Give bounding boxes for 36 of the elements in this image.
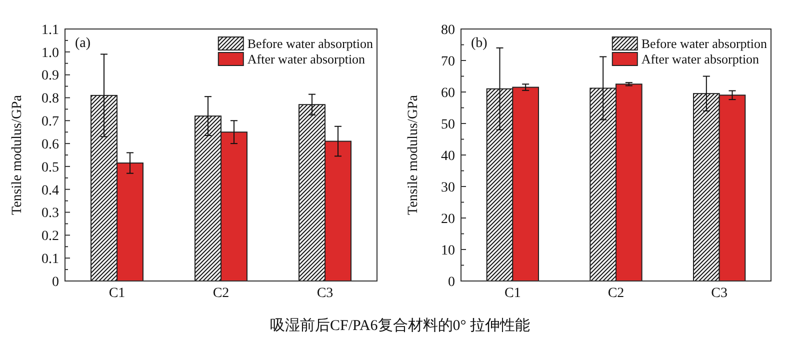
y-tick-label: 0.8 <box>42 92 59 107</box>
y-tick-label: 40 <box>441 148 455 164</box>
x-tick-label: C2 <box>608 286 624 301</box>
y-axis-title: Tensile modulus/GPa <box>10 94 25 215</box>
y-tick-label: 1.0 <box>42 46 59 61</box>
y-tick-label: 0.2 <box>42 229 59 244</box>
y-axis-title: Tensile modulus/GPa <box>406 94 421 215</box>
x-tick-label: C3 <box>711 286 728 301</box>
y-tick-label: 0.4 <box>42 183 59 198</box>
legend-label: After water absorption <box>641 52 760 67</box>
y-tick-label: 0.7 <box>42 114 59 130</box>
y-tick-label: 0.9 <box>42 68 59 84</box>
y-tick-label: 30 <box>441 180 455 196</box>
y-tick-label: 0 <box>448 274 455 290</box>
annotation: (a) <box>75 36 91 51</box>
legend-label: After water absorption <box>247 52 366 67</box>
y-tick-label: 1.1 <box>42 22 59 38</box>
y-tick-label: 60 <box>441 86 455 101</box>
text: 吸湿前后CF/PA6复合材料的0° 拉伸性能 <box>270 317 530 334</box>
legend-label: Before water absorption <box>247 36 374 52</box>
x-tick-label: C1 <box>504 286 521 301</box>
y-tick-label: 0 <box>52 274 59 290</box>
x-tick-label: C3 <box>316 286 334 301</box>
y-tick-label: 50 <box>441 117 455 132</box>
x-tick-label: C2 <box>212 286 230 301</box>
y-tick-label: 0.6 <box>42 137 59 152</box>
annotation: (b) <box>471 36 488 51</box>
y-tick-label: 0.5 <box>42 160 59 176</box>
y-tick-label: 10 <box>441 243 455 258</box>
y-tick-label: 0.1 <box>42 252 59 267</box>
y-tick-label: 20 <box>441 212 455 227</box>
x-tick-label: C1 <box>108 286 126 301</box>
y-tick-label: 0.3 <box>42 206 59 222</box>
y-tick-label: 70 <box>441 54 455 70</box>
legend-label: Before water absorption <box>641 36 768 52</box>
y-tick-label: 80 <box>441 22 455 38</box>
